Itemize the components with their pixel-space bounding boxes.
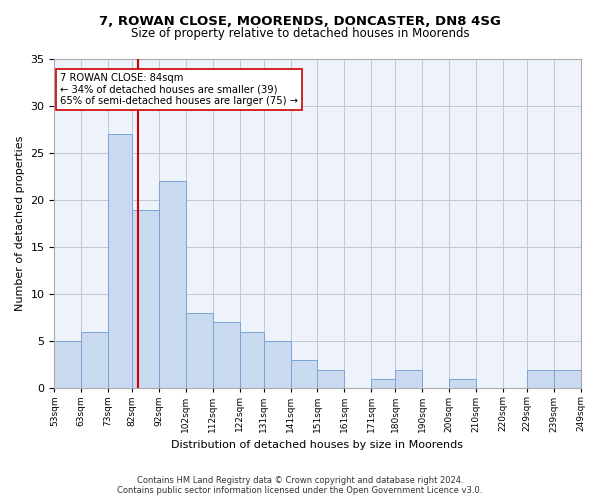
Text: 7, ROWAN CLOSE, MOORENDS, DONCASTER, DN8 4SG: 7, ROWAN CLOSE, MOORENDS, DONCASTER, DN8… — [99, 15, 501, 28]
Text: Contains HM Land Registry data © Crown copyright and database right 2024.
Contai: Contains HM Land Registry data © Crown c… — [118, 476, 482, 495]
Text: 7 ROWAN CLOSE: 84sqm
← 34% of detached houses are smaller (39)
65% of semi-detac: 7 ROWAN CLOSE: 84sqm ← 34% of detached h… — [60, 73, 298, 106]
Bar — [55, 342, 81, 388]
Bar — [159, 182, 186, 388]
Bar — [290, 360, 317, 388]
Bar — [81, 332, 108, 388]
Bar — [449, 379, 476, 388]
Text: Size of property relative to detached houses in Moorends: Size of property relative to detached ho… — [131, 28, 469, 40]
Bar — [132, 210, 159, 388]
Y-axis label: Number of detached properties: Number of detached properties — [15, 136, 25, 312]
Bar — [554, 370, 581, 388]
Bar — [317, 370, 344, 388]
Bar — [186, 313, 213, 388]
Bar — [213, 322, 239, 388]
Bar — [264, 342, 290, 388]
Bar — [239, 332, 264, 388]
Bar — [108, 134, 132, 388]
Bar — [395, 370, 422, 388]
Bar — [527, 370, 554, 388]
Bar — [371, 379, 395, 388]
X-axis label: Distribution of detached houses by size in Moorends: Distribution of detached houses by size … — [172, 440, 463, 450]
